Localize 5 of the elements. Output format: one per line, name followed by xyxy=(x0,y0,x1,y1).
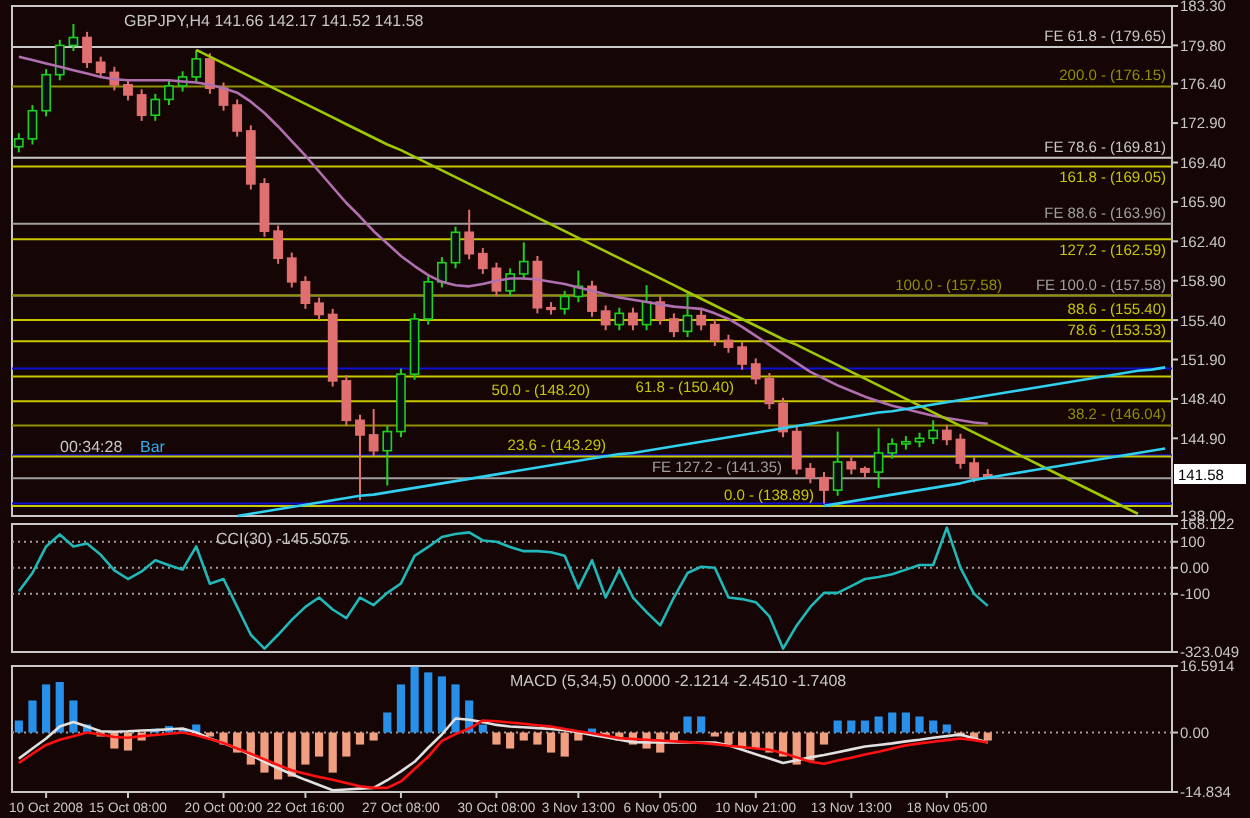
annotation: Bar xyxy=(140,438,166,456)
chart-title: MACD (5,34,5) 0.0000 -2.1214 -2.4510 -1.7408 xyxy=(510,672,848,690)
chart-title: GBPJPY,H4 141.66 142.17 141.52 141.58 xyxy=(124,12,425,30)
annotation: 00:34:28 xyxy=(60,438,124,456)
chart-title: CCI(30) -145.5075 xyxy=(216,530,350,548)
